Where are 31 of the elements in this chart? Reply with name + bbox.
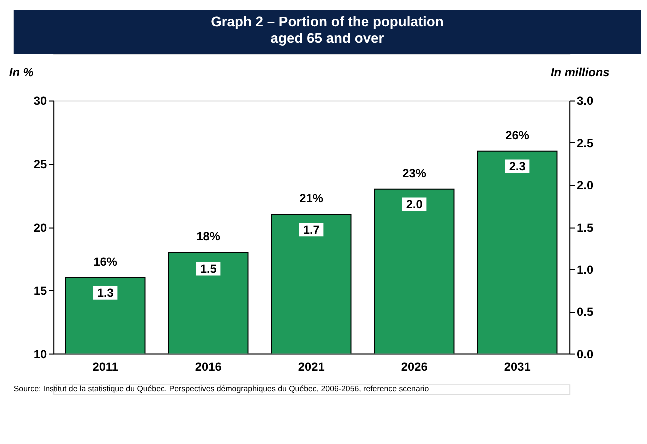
x-tick-label: 2031 <box>504 360 532 374</box>
y-tick-label: 25 <box>34 157 48 172</box>
data-label: 21% <box>300 192 324 206</box>
x-tick-label: 2021 <box>298 360 326 374</box>
x-tick-label: 2016 <box>195 360 222 374</box>
y-tick-label: 15 <box>34 284 48 298</box>
y-tick-label: 10 <box>34 347 48 362</box>
y-axis-title: In % <box>9 65 34 80</box>
y2-tick-label: 0.5 <box>577 305 594 320</box>
y2-tick-label: 3.0 <box>577 94 594 108</box>
y2-tick-label: 2.5 <box>577 136 594 150</box>
data-label: 18% <box>196 230 221 244</box>
x-tick-label: 2026 <box>401 360 428 374</box>
x-tick-label: 2011 <box>92 360 119 374</box>
y2-tick-label: 1.0 <box>577 262 594 277</box>
annotation: 1.5 <box>200 262 218 276</box>
y2-tick-label: 0.0 <box>577 347 594 362</box>
data-label: 26% <box>506 128 530 142</box>
annotation: 2.3 <box>509 160 526 174</box>
chart-title: Graph 2 – Portion of the population aged 65 and over <box>211 13 444 46</box>
y-tick-label: 30 <box>34 94 48 108</box>
data-label: 16% <box>94 254 118 269</box>
annotation: 2.0 <box>406 197 424 212</box>
data-label: 23% <box>402 166 427 180</box>
annotation: 1.7 <box>303 222 320 237</box>
y2-tick-label: 1.5 <box>577 220 594 235</box>
y-tick-label: 20 <box>34 220 48 235</box>
annotation: 1.3 <box>97 286 114 300</box>
y2-axis-title: In millions <box>550 65 610 80</box>
source-note: Source: Institut de la statistique du Québec, Perspectives démographiques du Québec, 2006-2056, reference scenario <box>14 384 430 394</box>
y2-tick-label: 2.0 <box>577 178 594 193</box>
